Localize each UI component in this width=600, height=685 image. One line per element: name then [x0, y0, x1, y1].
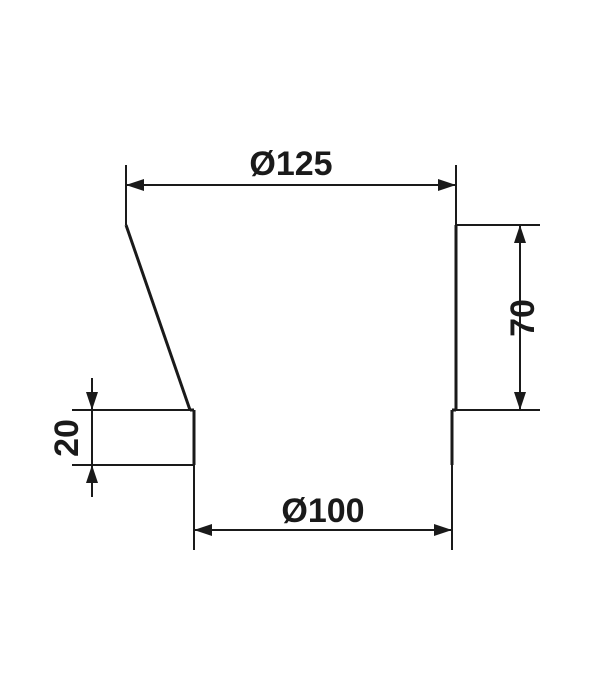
reducer-outline [126, 225, 456, 465]
dim-label-20: 20 [48, 419, 86, 457]
dim-label-d100: Ø100 [281, 492, 364, 530]
dim-label-d125: Ø125 [249, 145, 332, 183]
dim-label-70: 70 [504, 299, 542, 337]
dimension-labels: Ø125 Ø100 70 20 [48, 145, 542, 530]
technical-drawing: Ø125 Ø100 70 20 [0, 0, 600, 685]
